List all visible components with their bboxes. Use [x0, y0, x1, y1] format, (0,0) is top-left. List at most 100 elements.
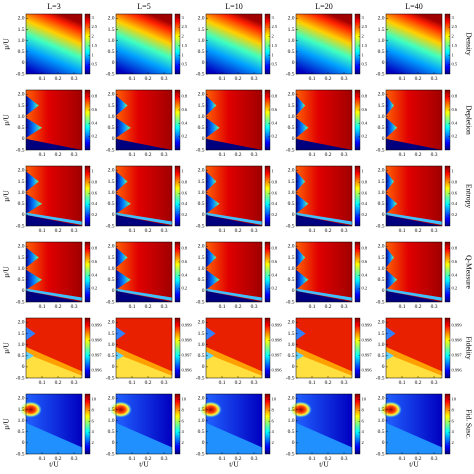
colorbar-tick-label: 0.998 — [452, 338, 463, 343]
heatmap-region — [116, 351, 124, 361]
y-tick-label: 0 — [382, 364, 385, 370]
colorbar-tick-label: 1 — [182, 168, 184, 173]
heatmap-region — [116, 290, 172, 302]
colorbar-tick-label: 6 — [452, 418, 455, 423]
colorbar-tick-label: 1 — [362, 52, 364, 57]
heatmap-background — [116, 14, 172, 74]
y-tick-label: 1.0 — [378, 190, 385, 196]
y-tick-label: -0.5 — [16, 147, 25, 153]
colorbar-tick-label: 0.997 — [272, 353, 283, 358]
colorbar — [174, 393, 181, 455]
heatmap-region — [206, 214, 262, 226]
heatmap-region — [116, 214, 172, 226]
heatmap-region — [296, 95, 306, 116]
panel-frame — [295, 13, 353, 75]
y-tick-label: 0.5 — [198, 277, 205, 283]
x-tick-label: 0.2 — [415, 228, 422, 234]
y-tick-label: 2.0 — [18, 92, 25, 98]
heatmap-region — [116, 95, 128, 116]
y-tick-label: 1.5 — [108, 407, 115, 413]
y-tick-label: 1.0 — [198, 190, 205, 196]
heatmap-region — [296, 247, 306, 268]
y-tick-label: 0 — [382, 212, 385, 218]
heatmap-background — [206, 90, 262, 150]
heatmap — [379, 394, 442, 454]
y-tick-label: 1.0 — [378, 418, 385, 424]
y-tick-label: -0.5 — [16, 299, 25, 305]
colorbar-tick-label: 0.998 — [182, 338, 193, 343]
x-tick-label: 0.1 — [129, 380, 136, 386]
colorbar-tick-label: 0.999 — [272, 323, 283, 328]
colorbar-tick-label: 4 — [452, 429, 455, 434]
colorbar-tick-label: 0.998 — [272, 338, 283, 343]
colorbar — [84, 317, 91, 379]
y-tick-label: 0 — [292, 288, 295, 294]
colorbar-tick-label: 0.2 — [362, 212, 368, 217]
x-tick-label: 0.1 — [129, 456, 136, 462]
y-tick-label: 1.0 — [288, 342, 295, 348]
heatmap — [26, 318, 82, 378]
heatmap-region — [26, 212, 82, 225]
x-tick-label: 0.3 — [161, 380, 168, 386]
heatmap — [116, 318, 172, 378]
y-tick-label: -0.5 — [376, 147, 385, 153]
x-tick-label: 0.3 — [341, 304, 348, 310]
y-tick-label: 1.0 — [108, 266, 115, 272]
y-tick-label: 2.0 — [18, 244, 25, 250]
heatmap-region — [116, 326, 126, 341]
y-tick-label: -0.5 — [286, 71, 295, 77]
y-tick-label: 1.0 — [378, 114, 385, 120]
y-tick-label: 0 — [382, 60, 385, 66]
colorbar-tick-label: 0.8 — [182, 179, 188, 184]
colorbar — [264, 317, 271, 379]
colorbar — [264, 241, 271, 303]
heatmap — [296, 90, 352, 150]
heatmap-region — [206, 95, 217, 116]
x-tick-label: 0.3 — [251, 304, 258, 310]
colorbar-tick-label: 0.5 — [452, 62, 458, 67]
colorbar-tick-label: 0.996 — [92, 368, 103, 373]
colorbar-tick-label: 0.5 — [182, 62, 188, 67]
x-tick-label: 0.1 — [309, 304, 316, 310]
heatmap-region — [386, 269, 398, 290]
panel-frame — [295, 241, 353, 303]
x-tick-label: 0.2 — [415, 456, 422, 462]
x-tick-label: 0.2 — [235, 152, 242, 158]
y-tick-label: -0.5 — [196, 71, 205, 77]
y-tick-label: 2.0 — [288, 16, 295, 22]
x-tick-label: 0.3 — [341, 456, 348, 462]
y-tick-label: 1.5 — [288, 179, 295, 185]
heatmap-region — [206, 171, 217, 192]
heatmap-background — [386, 14, 442, 74]
colorbar-tick-label: 0.8 — [182, 246, 188, 251]
colorbar — [264, 89, 271, 151]
panel-frame — [205, 165, 263, 227]
y-tick-label: 1.0 — [378, 38, 385, 44]
y-tick-label: 2.0 — [18, 396, 25, 402]
y-tick-label: 0 — [112, 440, 115, 446]
heatmap-region — [26, 353, 82, 378]
y-tick-label: 1.5 — [198, 407, 205, 413]
colorbar-tick-label: 0.997 — [452, 353, 463, 358]
heatmap-region — [206, 193, 220, 214]
colorbar-tick-label: 0.2 — [272, 212, 278, 217]
y-tick-label: 0 — [382, 440, 385, 446]
heatmap-region — [289, 401, 312, 418]
y-tick-label: 0 — [112, 364, 115, 370]
heatmap — [206, 318, 262, 378]
heatmap — [19, 394, 82, 454]
y-tick-label: 0 — [112, 136, 115, 142]
y-tick-label: 1.0 — [18, 342, 25, 348]
y-tick-label: 1.5 — [108, 179, 115, 185]
colorbar-tick-label: 0.4 — [182, 272, 188, 277]
x-tick-label: 0.2 — [415, 76, 422, 82]
colorbar — [264, 13, 271, 75]
y-tick-label: 1.5 — [198, 27, 205, 33]
colorbar-tick-label: 6 — [362, 418, 365, 423]
colorbar-tick-label: 2.5 — [272, 24, 278, 29]
colorbar-tick-label: 1.5 — [362, 43, 368, 48]
x-tick-label: 0.3 — [161, 304, 168, 310]
colorbar-tick-label: 0.999 — [182, 323, 193, 328]
colorbar-tick-label: 0.2 — [182, 134, 188, 139]
y-tick-label: 0 — [22, 364, 25, 370]
